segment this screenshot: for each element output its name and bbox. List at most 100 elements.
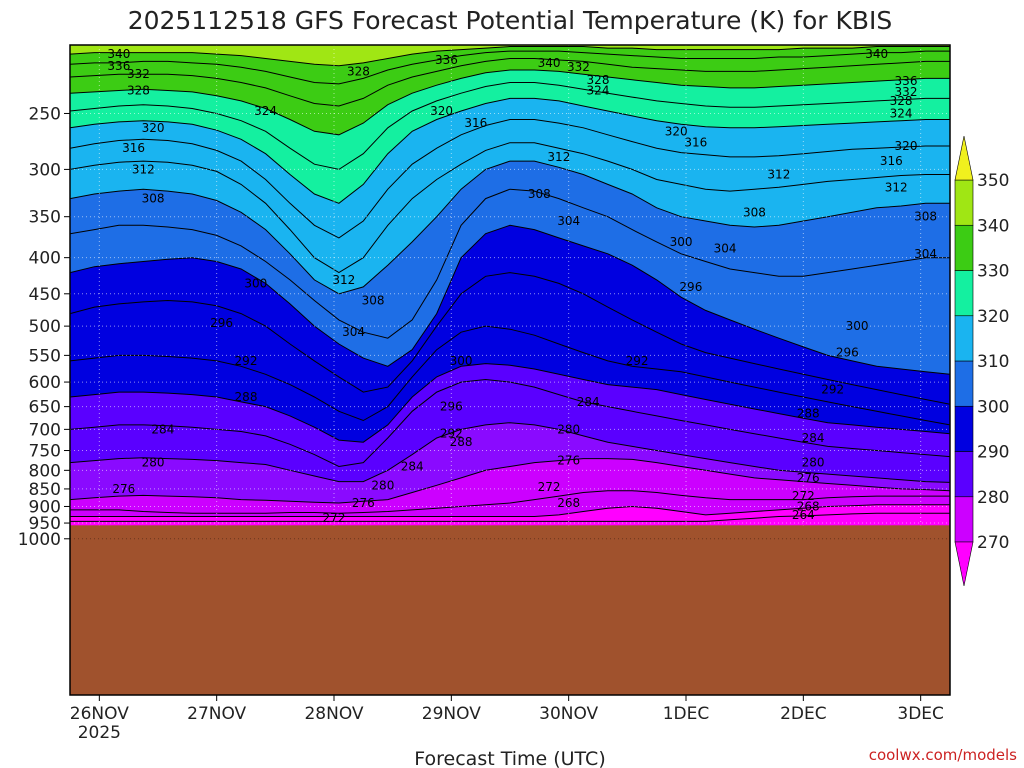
contour-label: 292 xyxy=(235,354,258,368)
colorbar-swatch-290 xyxy=(954,405,974,452)
isentrope-340 xyxy=(70,46,950,67)
contour-label: 300 xyxy=(244,276,267,290)
colorbar-swatch-280 xyxy=(954,451,974,498)
contour-label: 340 xyxy=(107,47,130,61)
contour-label: 328 xyxy=(347,64,370,78)
contour-label: 288 xyxy=(235,390,258,404)
contour-label: 340 xyxy=(538,56,561,70)
contour-label: 284 xyxy=(401,459,424,473)
contour-label: 332 xyxy=(127,67,150,81)
contour-label: 296 xyxy=(679,280,702,294)
x-tick-label: 2DEC xyxy=(780,704,827,724)
contour-label: 324 xyxy=(587,84,610,98)
contour-label: 308 xyxy=(914,210,937,224)
contour-label: 288 xyxy=(797,407,820,421)
y-tick-label: 1000 xyxy=(18,530,61,550)
y-tick-label: 500 xyxy=(29,317,61,337)
contour-label: 316 xyxy=(464,116,487,130)
contour-label: 336 xyxy=(107,59,130,73)
contour-labels: 3403363323283243203163123083283363203163… xyxy=(107,47,937,525)
contour-label: 300 xyxy=(450,354,473,368)
isentrope-332 xyxy=(70,58,950,107)
contour-label: 300 xyxy=(846,319,869,333)
contour-label: 292 xyxy=(821,383,844,397)
y-tick-label: 300 xyxy=(29,160,61,180)
y-tick-label: 950 xyxy=(29,514,61,534)
contour-label: 316 xyxy=(684,136,707,150)
contour-label: 296 xyxy=(210,316,233,330)
y-tick-label: 700 xyxy=(29,420,61,440)
contour-label: 312 xyxy=(547,150,570,164)
contour-fills xyxy=(70,45,950,695)
colorbar-swatch-310 xyxy=(954,315,974,362)
contour-label: 312 xyxy=(132,162,155,176)
contour-label: 308 xyxy=(743,205,766,219)
colorbar-tick-label: 270 xyxy=(977,533,1009,553)
contour-label: 280 xyxy=(142,456,165,470)
contour-label: 304 xyxy=(557,214,580,228)
contour-label: 304 xyxy=(914,247,937,261)
contour-label: 312 xyxy=(332,273,355,287)
x-axis-label: Forecast Time (UTC) xyxy=(414,748,605,768)
contour-label: 268 xyxy=(797,499,820,513)
contour-label: 308 xyxy=(362,294,385,308)
contour-label: 288 xyxy=(450,435,473,449)
credit-text: coolwx.com/models xyxy=(869,746,1017,764)
colorbar-swatch-270 xyxy=(954,496,974,543)
contour-label: 280 xyxy=(371,478,394,492)
contour-label: 276 xyxy=(112,482,135,496)
contour-label: 276 xyxy=(352,496,375,510)
x-tick-label: 3DEC xyxy=(897,704,944,724)
contour-label: 320 xyxy=(895,139,918,153)
ground-layer xyxy=(70,525,950,695)
ground-fill xyxy=(70,525,950,695)
y-tick-label: 550 xyxy=(29,346,61,366)
x-tick-sublabel: 2025 xyxy=(78,723,121,743)
contour-label: 296 xyxy=(836,346,859,360)
colorbar-upper-triangle xyxy=(954,135,974,181)
contour-label: 292 xyxy=(440,427,463,441)
colorbar-lower-triangle xyxy=(954,541,974,587)
plot-area: 3403363323283243203163123083283363203163… xyxy=(70,45,950,695)
isentrope-268 xyxy=(70,504,950,517)
y-tick-label: 900 xyxy=(29,497,61,517)
contour-label: 312 xyxy=(885,180,908,194)
contour-label: 284 xyxy=(151,422,174,436)
x-tick-label: 1DEC xyxy=(663,704,710,724)
y-tick-label: 750 xyxy=(29,442,61,462)
contour-label: 316 xyxy=(880,154,903,168)
contour-label: 308 xyxy=(528,187,551,201)
contour-label: 272 xyxy=(538,480,561,494)
colorbar-swatch-340 xyxy=(954,179,974,226)
contour-label: 268 xyxy=(557,496,580,510)
contour-label: 304 xyxy=(342,325,365,339)
x-tick-label: 29NOV xyxy=(422,704,481,724)
y-axis: 2503003504004505005506006507007508008509… xyxy=(18,104,70,550)
contour-label: 284 xyxy=(802,431,825,445)
contour-label: 296 xyxy=(440,400,463,414)
contour-label: 264 xyxy=(792,508,815,522)
isentrope-280 xyxy=(70,422,950,483)
contour-label: 276 xyxy=(797,471,820,485)
colorbar-tick-label: 290 xyxy=(977,443,1009,463)
contour-label: 272 xyxy=(792,489,815,503)
contour-label: 304 xyxy=(714,241,737,255)
y-tick-label: 600 xyxy=(29,373,61,393)
chart-title: 2025112518 GFS Forecast Potential Temper… xyxy=(128,6,893,35)
contour-label: 312 xyxy=(767,167,790,181)
colorbar-tick-label: 330 xyxy=(977,262,1009,282)
contour-label: 328 xyxy=(587,73,610,87)
x-tick-label: 28NOV xyxy=(304,704,363,724)
contour-label: 272 xyxy=(323,511,346,525)
contour-label: 340 xyxy=(865,47,888,61)
contour-label: 300 xyxy=(670,235,693,249)
plot-frame xyxy=(69,44,951,696)
x-tick-label: 26NOV xyxy=(70,704,129,724)
y-tick-label: 800 xyxy=(29,461,61,481)
band-fill-340 xyxy=(70,45,950,66)
contour-label: 324 xyxy=(254,104,277,118)
colorbar-swatch-330 xyxy=(954,224,974,271)
contour-label: 280 xyxy=(802,456,825,470)
colorbar-swatch-320 xyxy=(954,270,974,317)
